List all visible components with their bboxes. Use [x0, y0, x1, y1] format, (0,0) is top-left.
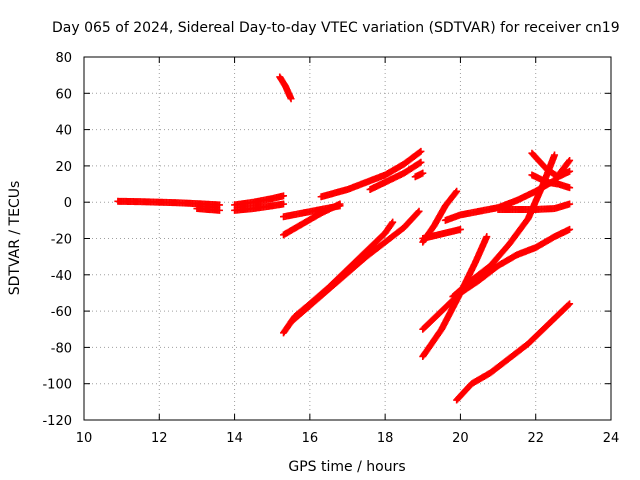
data-series: [193, 205, 224, 214]
data-point: [452, 188, 460, 196]
y-tick-label: 60: [55, 87, 72, 102]
data-series: [449, 151, 559, 301]
data-series: [419, 225, 464, 242]
grid: [84, 57, 611, 420]
data-point: [414, 208, 422, 216]
x-tick-label: 22: [527, 431, 544, 446]
data-point: [566, 156, 574, 164]
data-series: [441, 156, 574, 224]
y-tick-label: 20: [55, 160, 72, 175]
y-tick-label: 40: [55, 124, 72, 139]
x-tick-label: 18: [377, 431, 394, 446]
data-point: [415, 207, 423, 215]
y-axis-label: SDTVAR / TECUs: [7, 181, 23, 296]
x-tick-label: 16: [302, 431, 319, 446]
y-tick-label: -80: [51, 341, 72, 356]
data-point: [456, 225, 464, 233]
x-tick-label: 12: [151, 431, 168, 446]
data-point: [216, 206, 224, 214]
plot-frame: [83, 56, 612, 421]
data-series: [280, 202, 344, 221]
data-point: [565, 301, 573, 309]
data-point: [417, 158, 425, 166]
data-point: [566, 300, 574, 308]
axis-ticks: [83, 56, 612, 421]
data-point: [419, 169, 427, 177]
data-point: [388, 219, 396, 227]
data-series: [366, 158, 425, 193]
data-point: [389, 218, 397, 226]
y-tick-label: 80: [55, 51, 72, 66]
data-series: [411, 169, 427, 181]
y-tick-label: -60: [51, 305, 72, 320]
y-tick-labels: -120 -100 -80 -60 -40 -20 0 20 40 60 80: [42, 51, 72, 429]
data-point: [566, 225, 574, 233]
chart-title: Day 065 of 2024, Sidereal Day-to-day VTE…: [52, 20, 620, 36]
data-point: [416, 148, 424, 156]
data-point: [565, 158, 573, 166]
data-point: [566, 184, 574, 192]
data-series: [231, 200, 288, 214]
data-point: [280, 200, 288, 208]
y-tick-label: -20: [51, 233, 72, 248]
data-series: [276, 73, 295, 103]
data-point: [566, 200, 574, 208]
data-point: [453, 187, 461, 195]
x-tick-label: 20: [452, 431, 469, 446]
data-series: [287, 207, 423, 326]
y-tick-label: -100: [42, 378, 72, 393]
y-tick-label: 0: [64, 196, 72, 211]
data-point: [483, 233, 491, 241]
data-series: [280, 200, 344, 239]
x-tick-label: 24: [603, 431, 620, 446]
data-point: [287, 95, 295, 103]
data-marks: [114, 73, 574, 404]
x-axis-label: GPS time / hours: [288, 459, 405, 475]
data-point: [551, 151, 559, 159]
data-point: [566, 167, 574, 175]
data-point: [280, 192, 288, 200]
data-series: [317, 147, 425, 201]
data-series: [419, 225, 574, 333]
y-tick-label: -40: [51, 269, 72, 284]
data-series: [231, 192, 288, 209]
data-point: [417, 147, 425, 155]
data-point: [336, 200, 344, 208]
data-series: [528, 171, 574, 192]
y-tick-label: -120: [42, 414, 72, 429]
data-series: [453, 300, 574, 404]
x-tick-labels: 10 12 14 16 18 20 22 24: [76, 431, 620, 446]
x-tick-label: 14: [226, 431, 243, 446]
x-tick-label: 10: [76, 431, 93, 446]
